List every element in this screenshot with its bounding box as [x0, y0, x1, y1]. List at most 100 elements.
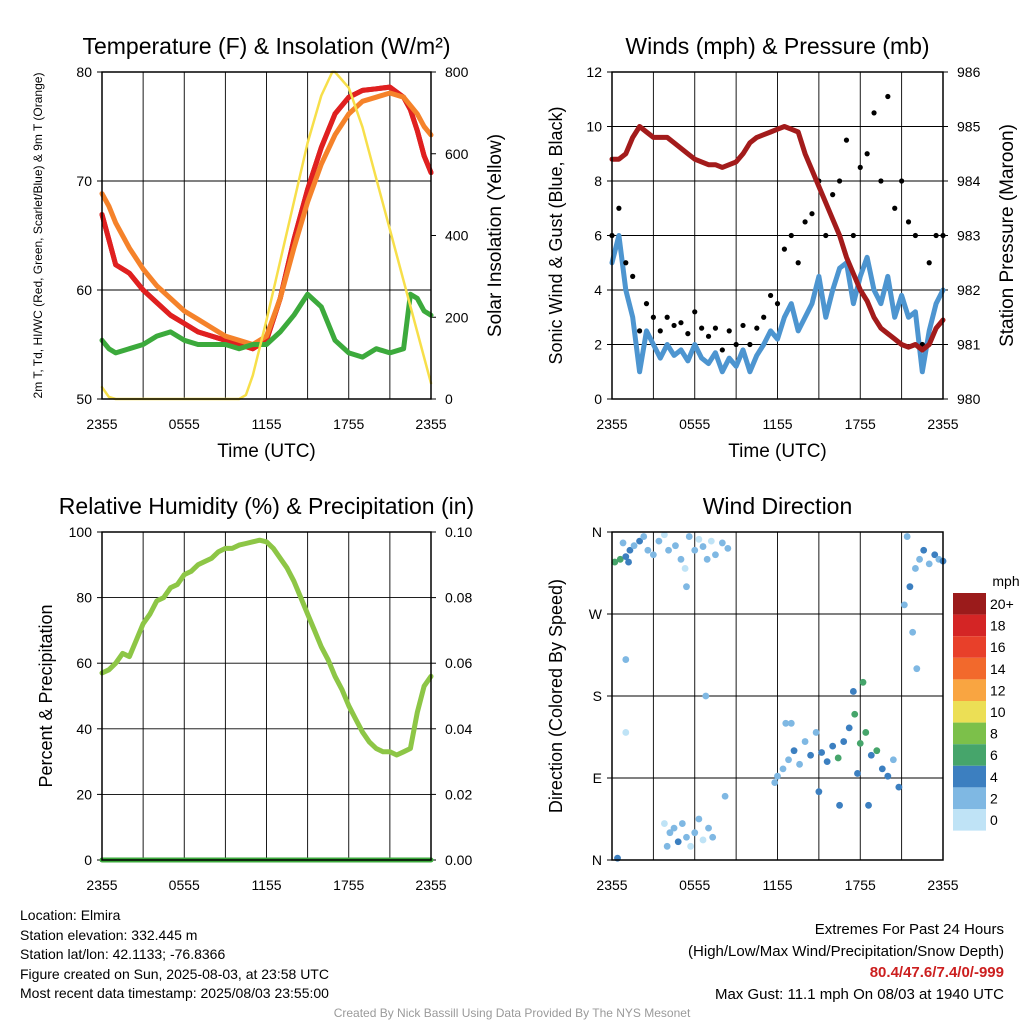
direction-point: [851, 710, 859, 718]
y-axis-label: 2m T, Td, HI/WC (Red, Green, Scarlet/Blu…: [31, 73, 45, 399]
y-tick-label: 4: [594, 282, 602, 298]
direction-point: [836, 801, 843, 809]
y-tick-label: 60: [76, 655, 92, 671]
station-elevation: Station elevation: 332.445 m: [20, 926, 198, 943]
legend-swatch: [953, 701, 986, 723]
gust-point: [905, 219, 912, 225]
credit-line: Created By Nick Bassill Using Data Provi…: [333, 1006, 691, 1020]
plot-frame: [611, 71, 944, 400]
legend-label: 16: [990, 639, 1006, 655]
direction-point: [787, 719, 795, 727]
y-right-tick-label: 984: [957, 173, 981, 189]
y-tick-label: W: [589, 606, 603, 622]
x-tick-label: 2355: [596, 416, 627, 432]
y-tick-label: S: [593, 688, 602, 704]
legend-label: 18: [990, 618, 1006, 634]
direction-point: [815, 788, 823, 796]
direction-point: [670, 824, 678, 832]
gust-point: [912, 232, 919, 239]
legend-label: 0: [990, 812, 998, 828]
figure-created: Figure created on Sun, 2025-08-03, at 23…: [20, 965, 329, 982]
direction-point: [630, 542, 638, 550]
direction-point: [818, 749, 826, 756]
direction-point: [912, 565, 919, 572]
direction-point: [665, 546, 672, 554]
legend-swatch: [953, 787, 986, 809]
direction-point: [718, 539, 726, 547]
x-axis-label: Time (UTC): [728, 441, 827, 462]
gust-point: [802, 219, 808, 225]
gust-point: [774, 301, 781, 307]
gust-point: [678, 320, 684, 326]
x-tick-label: 1755: [333, 877, 364, 893]
y-right-tick-label: 981: [957, 337, 981, 353]
extremes-values: 80.4/47.6/7.4/0/-999: [869, 964, 1004, 981]
direction-point: [661, 820, 668, 827]
direction-point: [812, 729, 820, 736]
direction-point: [611, 558, 619, 566]
station-info: Location: Elmira Station elevation: 332.…: [20, 906, 329, 1004]
x-tick-label: 2355: [415, 877, 446, 893]
gust-point: [643, 301, 650, 307]
direction-point: [681, 565, 689, 572]
direction-point: [790, 747, 798, 755]
y-tick-label: 40: [76, 721, 92, 737]
y-axis-label: Direction (Colored By Speed): [546, 579, 566, 813]
direction-point: [677, 555, 685, 563]
direction-point: [925, 560, 933, 568]
direction-point: [903, 533, 911, 540]
direction-point: [913, 665, 921, 673]
legend-swatch: [953, 679, 986, 701]
humidity-panel: 0 20 40 60 80 100 0.00 0.02 0.04 0.06 0.08 0.10 2355…: [36, 493, 474, 893]
gust-point: [933, 232, 939, 239]
direction-point: [840, 738, 848, 745]
direction-point: [616, 555, 624, 563]
series-line: [99, 291, 434, 360]
y-tick-label: 70: [76, 173, 92, 189]
legend-swatch: [953, 636, 986, 658]
direction-point: [695, 815, 703, 823]
series-line: [609, 233, 946, 375]
chart-title: Relative Humidity (%) & Precipitation (i…: [59, 493, 474, 519]
gust-point: [719, 347, 725, 353]
direction-point: [796, 760, 803, 768]
direction-point: [695, 535, 703, 543]
direction-point: [691, 829, 699, 837]
gust-point: [733, 341, 739, 348]
gust-point: [885, 93, 891, 100]
gust-point: [892, 205, 898, 211]
station-latlon: Station lat/lon: 42.1133; -76.8366: [20, 946, 226, 962]
gust-point: [657, 328, 663, 334]
direction-point: [672, 542, 679, 550]
gust-point: [795, 260, 801, 266]
direction-point: [636, 537, 643, 545]
x-tick-label: 2355: [86, 877, 117, 893]
legend-label: 8: [990, 726, 998, 742]
direction-point: [683, 583, 690, 591]
plot-frame: [101, 71, 432, 400]
y-right-tick-label: 982: [957, 282, 981, 298]
direction-point: [721, 792, 729, 800]
y-right-tick-label: 0: [445, 391, 453, 407]
x-tick-label: 0555: [679, 877, 710, 893]
x-tick-label: 0555: [169, 416, 200, 432]
direction-point: [873, 747, 881, 755]
x-tick-label: 2355: [927, 877, 958, 893]
series-line: [99, 537, 434, 758]
y-right-tick-label: 0.06: [445, 655, 472, 671]
extremes-heading: Extremes For Past 24 Hours: [814, 921, 1004, 938]
gust-point: [857, 164, 863, 170]
gust-point: [761, 314, 767, 320]
gust-point: [788, 232, 794, 239]
legend-swatch: [953, 765, 986, 788]
direction-point: [895, 783, 903, 791]
y-tick-label: 80: [76, 64, 92, 80]
y-right-tick-label: 980: [957, 391, 981, 407]
chart-title: Wind Direction: [703, 493, 853, 519]
gust-point: [671, 322, 677, 329]
y-right-tick-label: 800: [445, 64, 469, 80]
y-right-tick-label: 600: [445, 146, 469, 162]
direction-point: [705, 824, 712, 832]
